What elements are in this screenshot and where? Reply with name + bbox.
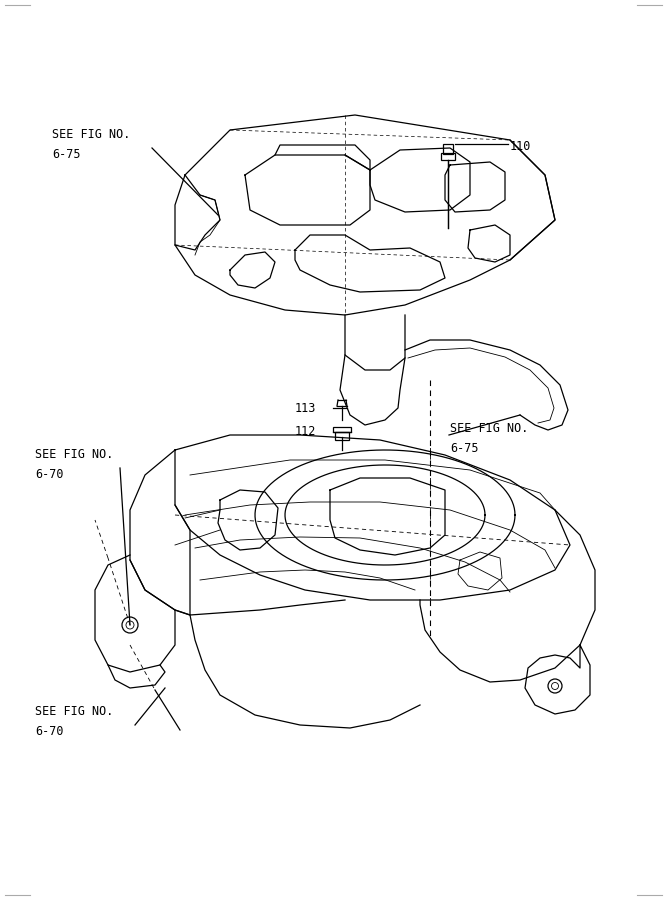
Text: 6-70: 6-70 (35, 725, 63, 738)
Bar (443, 144, 453, 154)
Bar (335, 432, 349, 440)
Text: 6-75: 6-75 (52, 148, 81, 161)
Bar (333, 427, 351, 432)
Text: 110: 110 (510, 140, 532, 153)
Text: 113: 113 (295, 402, 316, 415)
Text: SEE FIG NO.: SEE FIG NO. (450, 422, 528, 435)
Text: 6-75: 6-75 (450, 442, 478, 455)
Text: 112: 112 (295, 425, 316, 438)
Text: SEE FIG NO.: SEE FIG NO. (35, 705, 113, 718)
Text: SEE FIG NO.: SEE FIG NO. (52, 128, 130, 141)
Bar (441, 153, 455, 160)
Text: SEE FIG NO.: SEE FIG NO. (35, 448, 113, 461)
Text: 6-70: 6-70 (35, 468, 63, 481)
